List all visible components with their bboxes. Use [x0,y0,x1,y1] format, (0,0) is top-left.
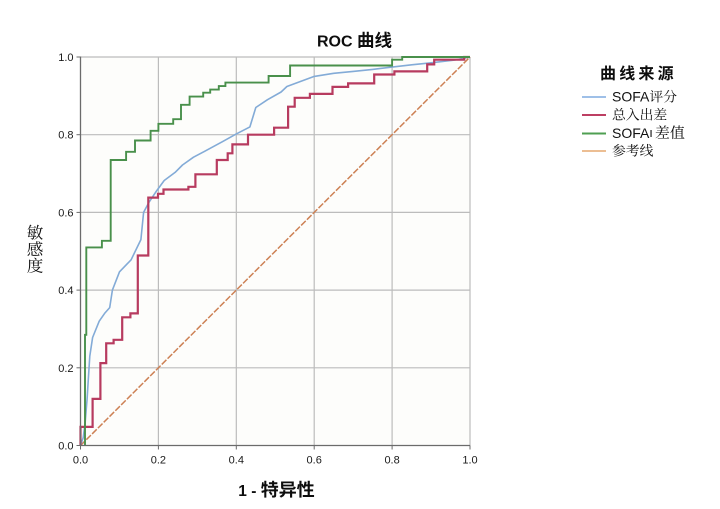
svg-text:0.8: 0.8 [58,130,73,142]
svg-text:0.0: 0.0 [73,455,88,467]
svg-text:1.0: 1.0 [462,455,477,467]
svg-text:1 -: 1 - [238,483,256,500]
svg-text:SOFA: SOFA [612,125,650,141]
svg-text:SOFA: SOFA [612,89,650,105]
svg-text:0.4: 0.4 [229,455,244,467]
svg-text:0.0: 0.0 [58,441,73,453]
svg-text:0.2: 0.2 [58,363,73,375]
svg-text:1.0: 1.0 [58,52,73,64]
svg-text:0.8: 0.8 [384,455,399,467]
svg-text:0.6: 0.6 [307,455,322,467]
svg-text:0.4: 0.4 [58,285,73,297]
svg-text:ROC: ROC [317,34,353,51]
svg-text:0.2: 0.2 [151,455,166,467]
svg-text:0.6: 0.6 [58,207,73,219]
